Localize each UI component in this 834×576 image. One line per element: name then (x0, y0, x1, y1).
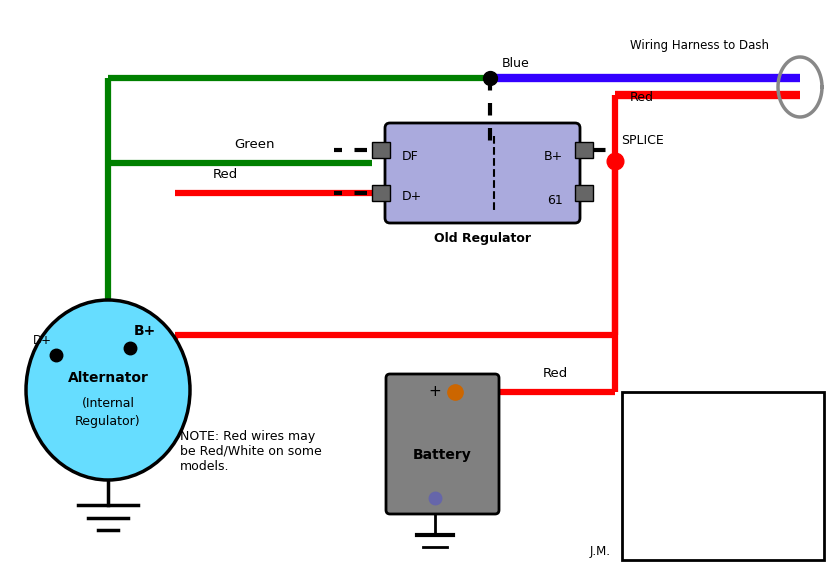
Text: DF: DF (402, 150, 419, 162)
Text: Red: Red (213, 168, 238, 181)
Text: +: + (428, 385, 441, 400)
Text: SPLICE: SPLICE (621, 134, 664, 147)
Bar (372, 185, 390, 201)
Text: J.M.   01-09: J.M. 01-09 (590, 545, 656, 558)
Bar (372, 142, 390, 158)
Bar (575, 185, 593, 201)
Text: Red: Red (630, 91, 654, 104)
Text: INSTALLING AN
ALTERNATOR  IN
PLACE OF A
GENERATOR
(Type I): INSTALLING AN ALTERNATOR IN PLACE OF A G… (654, 404, 792, 513)
Text: 61: 61 (547, 194, 563, 207)
Text: Green: Green (234, 138, 275, 151)
Text: D+: D+ (402, 190, 422, 203)
Text: NOTE: Red wires may
be Red/White on some
models.: NOTE: Red wires may be Red/White on some… (180, 430, 322, 473)
FancyBboxPatch shape (385, 123, 580, 223)
Bar (622, 392, 824, 560)
Text: Red: Red (542, 367, 568, 380)
Text: B+: B+ (134, 324, 156, 338)
Text: D+: D+ (33, 334, 52, 347)
Text: Blue: Blue (502, 57, 530, 70)
Text: B+: B+ (544, 150, 563, 162)
Text: (Internal: (Internal (82, 397, 134, 411)
Text: Old Regulator: Old Regulator (434, 232, 531, 245)
Text: Alternator: Alternator (68, 371, 148, 385)
Bar (575, 142, 593, 158)
Ellipse shape (26, 300, 190, 480)
FancyBboxPatch shape (386, 374, 499, 514)
Text: Battery: Battery (413, 448, 472, 461)
Text: Regulator): Regulator) (75, 415, 141, 429)
Text: Wiring Harness to Dash: Wiring Harness to Dash (631, 39, 770, 51)
